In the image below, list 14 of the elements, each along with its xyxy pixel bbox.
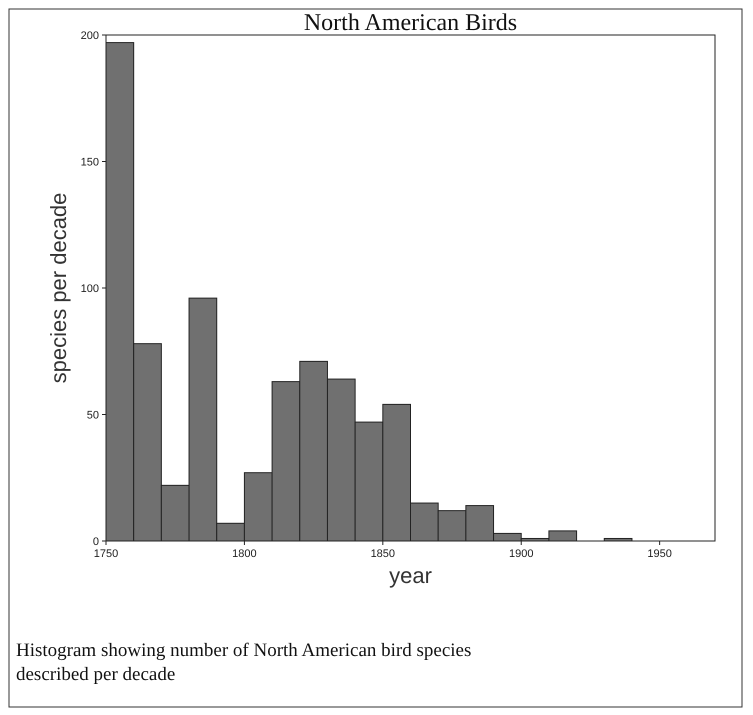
x-tick-label: 1750: [94, 548, 118, 560]
x-axis-title: year: [389, 563, 432, 588]
x-tick-label: 1850: [370, 548, 396, 560]
y-tick-label: 150: [80, 156, 99, 168]
x-tick-label: 1900: [508, 548, 534, 560]
x-tick-label: 1800: [232, 548, 257, 560]
x-tick-label: 1950: [647, 548, 672, 560]
y-tick-label: 200: [80, 30, 99, 42]
y-tick-label: 100: [80, 282, 99, 295]
chart-title: North American Birds: [304, 10, 518, 36]
text: Histogram showing number of North American bird species described per decade: [16, 640, 472, 685]
y-tick-label: 50: [86, 409, 99, 422]
y-axis-title: species per decade: [46, 192, 71, 384]
y-tick-label: 0: [92, 536, 99, 548]
